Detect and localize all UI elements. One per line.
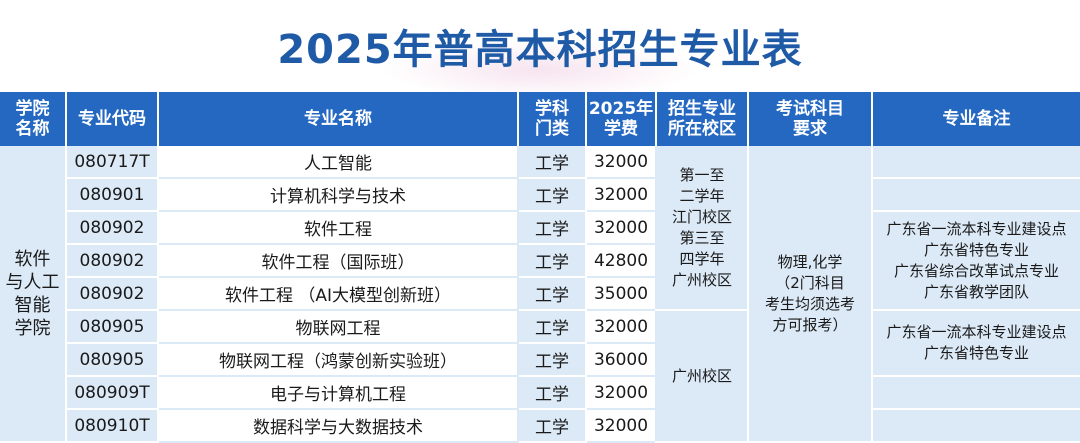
header-fee: 2025年 学费 [586,92,657,146]
code-cell: 080905 [66,343,159,377]
fee-cell: 42800 [586,244,657,278]
major-cell: 物联网工程（鸿蒙创新实验班） [158,343,519,377]
fee-cell: 32000 [586,310,657,344]
header-exam: 考试科目 要求 [748,92,873,146]
notes-cell [872,146,1080,179]
category-cell: 工学 [518,178,587,212]
category-cell: 工学 [518,146,587,179]
table-row: 080902 软件工程 （AI大模型创新班） 工学 35000 [0,277,1080,311]
notes-cell [872,178,1080,212]
table-row: 080902 软件工程 工学 32000 广东省一流本科专业建设点 广东省特色专业… [0,211,1080,311]
header-code: 专业代码 [66,92,159,146]
notes-cell [872,409,1080,443]
fee-cell: 32000 [586,409,657,443]
header-campus: 招生专业 所在校区 [656,92,749,146]
major-cell: 物联网工程 [158,310,519,344]
code-cell: 080902 [66,211,159,245]
table-row: 080905 物联网工程（鸿蒙创新实验班） 工学 36000 [0,343,1080,377]
table-row: 080902 软件工程（国际班） 工学 42800 [0,244,1080,278]
notes-cell [872,376,1080,410]
notes-cell-group-2: 广东省一流本科专业建设点 广东省特色专业 [872,310,1080,377]
campus-cell-1: 第一至 二学年 江门校区 第三至 四学年 广州校区 [656,146,749,311]
fee-cell: 32000 [586,178,657,212]
category-cell: 工学 [518,310,587,344]
category-cell: 工学 [518,244,587,278]
fee-cell: 35000 [586,277,657,311]
major-cell: 数据科学与大数据技术 [158,409,519,443]
code-cell: 080905 [66,310,159,344]
major-cell: 人工智能 [158,146,519,179]
header-category: 学科 门类 [518,92,587,146]
major-cell: 软件工程（国际班） [158,244,519,278]
header-college: 学院 名称 [0,92,67,146]
table-row: 080909T 电子与计算机工程 工学 32000 [0,376,1080,410]
fee-cell: 32000 [586,376,657,410]
campus-cell-2: 广州校区 [656,310,749,443]
college-cell: 软件 与人工 智能 学院 [0,146,67,443]
exam-cell: 物理,化学 （2门科目 考生均须选考 方可报考） [748,146,873,443]
fee-cell: 36000 [586,343,657,377]
category-cell: 工学 [518,277,587,311]
code-cell: 080910T [66,409,159,443]
fee-cell: 32000 [586,146,657,179]
code-cell: 080902 [66,277,159,311]
major-cell: 软件工程 [158,211,519,245]
code-cell: 080901 [66,178,159,212]
fee-cell: 32000 [586,211,657,245]
majors-table: 学院 名称 专业代码 专业名称 学科 门类 2025年 学费 招生专业 所在校区 考试科… [0,92,1080,443]
header-major: 专业名称 [158,92,519,146]
notes-cell-group-1: 广东省一流本科专业建设点 广东省特色专业 广东省综合改革试点专业 广东省教学团队 [872,211,1080,311]
major-cell: 软件工程 （AI大模型创新班） [158,277,519,311]
category-cell: 工学 [518,409,587,443]
header-row: 学院 名称 专业代码 专业名称 学科 门类 2025年 学费 招生专业 所在校区 考试科… [0,92,1080,146]
category-cell: 工学 [518,376,587,410]
title-glow [380,40,700,100]
table-row: 080905 物联网工程 工学 32000 广州校区 广东省一流本科专业建设点广… [0,310,1080,443]
code-cell: 080902 [66,244,159,278]
page-title: 2025年普高本科招生专业表 [277,27,803,73]
major-cell: 电子与计算机工程 [158,376,519,410]
code-cell: 080717T [66,146,159,179]
major-cell: 计算机科学与技术 [158,178,519,212]
table-row: 软件 与人工 智能 学院 080717T 人工智能 工学 32000 第一至 二学年 江门… [0,146,1080,443]
table-row: 080901 计算机科学与技术 工学 32000 [0,178,1080,212]
code-cell: 080909T [66,376,159,410]
table-row: 080910T 数据科学与大数据技术 工学 32000 [0,409,1080,443]
category-cell: 工学 [518,211,587,245]
header-notes: 专业备注 [872,92,1080,146]
category-cell: 工学 [518,343,587,377]
